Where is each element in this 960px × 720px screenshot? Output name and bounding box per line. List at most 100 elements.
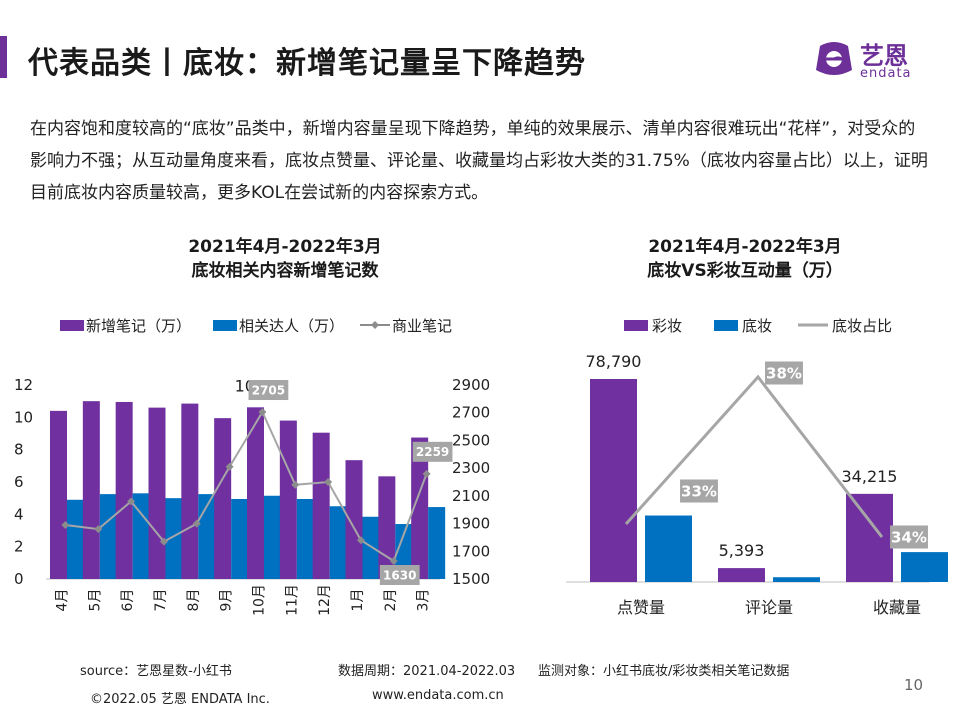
chart2-data-label-4: 38% [766,364,802,382]
chart1-bar-kols-6 [264,495,281,579]
chart1-legend-label-0: 新增笔记（万） [86,317,191,335]
chart1-bar-kols-0 [67,499,84,579]
chart1-right-tick-5: 2500 [452,431,490,449]
chart1-bar-notes-3 [148,407,166,579]
chart1-bar-kols-7 [296,498,314,579]
chart2-bar-foundation-2 [901,552,948,582]
chart1-left-tick-2: 4 [14,505,24,523]
footer-website: www.endata.com.cn [372,688,504,703]
footer-copyright: ©2022.05 艺恩 ENDATA Inc. [90,692,270,707]
chart1-line-point-10 [389,556,398,565]
chart2-category-label-1: 评论量 [745,598,793,617]
chart1-line-point-0 [61,520,70,529]
chart1-right-tick-0: 1500 [452,570,490,588]
endata-logo-icon [816,42,852,75]
chart2-data-label-5-box [890,525,928,549]
chart2-bar-makeup-2 [846,493,893,582]
chart1-category-label-3: 7月 [153,589,169,612]
chart1-category-label-4: 8月 [186,589,202,612]
chart1-bar-kols-11 [428,507,446,579]
chart1-right-tick-6: 2700 [452,404,490,422]
chart2-line-share [624,374,884,538]
logo-text-cn: 艺恩 [860,42,908,70]
chart1-category-label-6: 10月 [251,584,267,616]
chart2-category-label-2: 收藏量 [873,598,921,617]
chart2-data-label-4-box [765,361,803,385]
chart1-bar-notes-0 [50,410,67,579]
chart1-data-label-2-box [379,564,420,585]
chart1-bar-notes-7 [279,420,297,579]
chart1-category-label-10: 2月 [383,589,399,612]
chart1-category-label-0: 4月 [54,589,70,612]
chart1-title: 2021年4月-2022年3月 底妆相关内容新增笔记数 [90,235,480,283]
chart1-line-point-6 [258,408,267,417]
chart1-title-line2: 底妆相关内容新增笔记数 [191,261,379,281]
chart1-bar-notes-1 [82,401,100,579]
chart1-legend-marker [371,321,379,329]
chart2-legend-label-0: 彩妆 [652,317,682,335]
chart2-bar-makeup-1 [718,568,765,582]
chart1-bar-kols-9 [362,516,380,579]
chart1-title-line1: 2021年4月-2022年3月 [188,237,382,257]
chart1-legend-label-2: 商业笔记 [392,317,452,335]
chart1-data-label-2: 1630 [383,568,416,582]
chart1-bar-kols-3 [165,498,183,579]
chart1-left-tick-5: 10 [14,408,33,426]
chart1-legend-swatch-0 [60,320,84,331]
chart1-bar-notes-6 [247,407,264,579]
chart1-bar-kols-5 [231,498,249,579]
chart1-data-label-3-box [412,441,453,462]
chart1-line-point-2 [127,497,136,506]
chart1-category-label-8: 12月 [317,584,333,616]
chart2-legend-swatch-1 [714,320,738,331]
chart1-legend-label-1: 相关达人（万） [239,317,344,335]
chart1-line-point-4 [192,519,201,528]
chart1-data-label-1-box [248,380,289,401]
chart2-bar-makeup-0 [590,379,637,582]
chart1-category-label-2: 6月 [120,589,136,612]
chart1-bar-kols-2 [132,493,150,579]
footer-source: source：艺恩星数-小红书 [80,664,232,679]
chart1-left-tick-3: 6 [14,473,24,491]
endata-logo: 艺恩 endata [812,34,932,86]
chart2-data-label-3: 33% [681,482,717,500]
chart1-bar-kols-1 [99,494,117,579]
title-accent-bar [0,36,7,78]
chart1-line-point-1 [94,525,103,534]
chart1-bar-notes-4 [181,403,199,579]
chart1-right-tick-2: 1900 [452,515,490,533]
logo-text-en: endata [860,66,912,81]
chart1-bar-notes-5 [214,418,232,579]
chart1-line-point-3 [159,537,168,546]
chart1-category-label-7: 11月 [284,584,300,616]
chart1-left-tick-6: 12 [14,376,33,394]
chart1-line-point-5 [225,462,234,471]
chart2-data-label-1: 5,393 [719,541,765,560]
chart1-data-label-3: 2259 [416,445,449,459]
chart1-bar-notes-9 [345,460,363,579]
chart2-title: 2021年4月-2022年3月 底妆VS彩妆互动量（万） [560,235,930,283]
intro-paragraph: 在内容饱和度较高的“底妆”品类中，新增内容量呈现下降趋势，单纯的效果展示、清单内… [30,119,928,203]
chart2-title-line1: 2021年4月-2022年3月 [648,237,842,257]
chart1-right-tick-1: 1700 [452,542,490,560]
chart2-legend-swatch-0 [624,320,648,331]
chart1-right-tick-7: 2900 [452,376,490,394]
chart2-category-label-0: 点赞量 [617,598,665,617]
chart2-title-line2: 底妆VS彩妆互动量（万） [647,261,843,281]
chart1-right-tick-3: 2100 [452,487,490,505]
chart1-category-label-9: 1月 [350,589,366,612]
chart1-legend-swatch-1 [213,320,237,331]
footer-subject: 监测对象：小红书底妆/彩妆类相关笔记数据 [538,664,790,679]
chart1-left-tick-4: 8 [14,441,24,459]
chart1-line-point-11 [422,469,431,478]
chart1-line-commercial [65,409,428,563]
chart2-data-label-0: 78,790 [586,352,642,371]
chart2-legend-label-1: 底妆 [742,317,772,335]
footer-period: 数据周期：2021.04-2022.03 [338,664,516,679]
chart1-data-label-1: 2705 [252,383,285,397]
chart1-bar-kols-8 [329,506,347,579]
chart1-category-label-1: 5月 [87,589,103,612]
chart2-bar-foundation-0 [645,515,692,582]
chart2-bar-foundation-1 [773,577,820,582]
